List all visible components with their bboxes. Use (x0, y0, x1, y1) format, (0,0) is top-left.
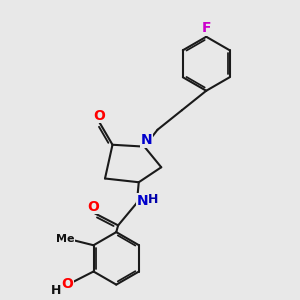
Text: N: N (137, 194, 148, 208)
Text: H: H (51, 284, 61, 297)
Text: H: H (147, 194, 158, 206)
Text: Me: Me (56, 234, 75, 244)
Text: O: O (93, 109, 105, 122)
Text: N: N (140, 133, 152, 147)
Text: F: F (202, 22, 211, 35)
Text: O: O (61, 277, 73, 291)
Text: O: O (87, 200, 99, 214)
